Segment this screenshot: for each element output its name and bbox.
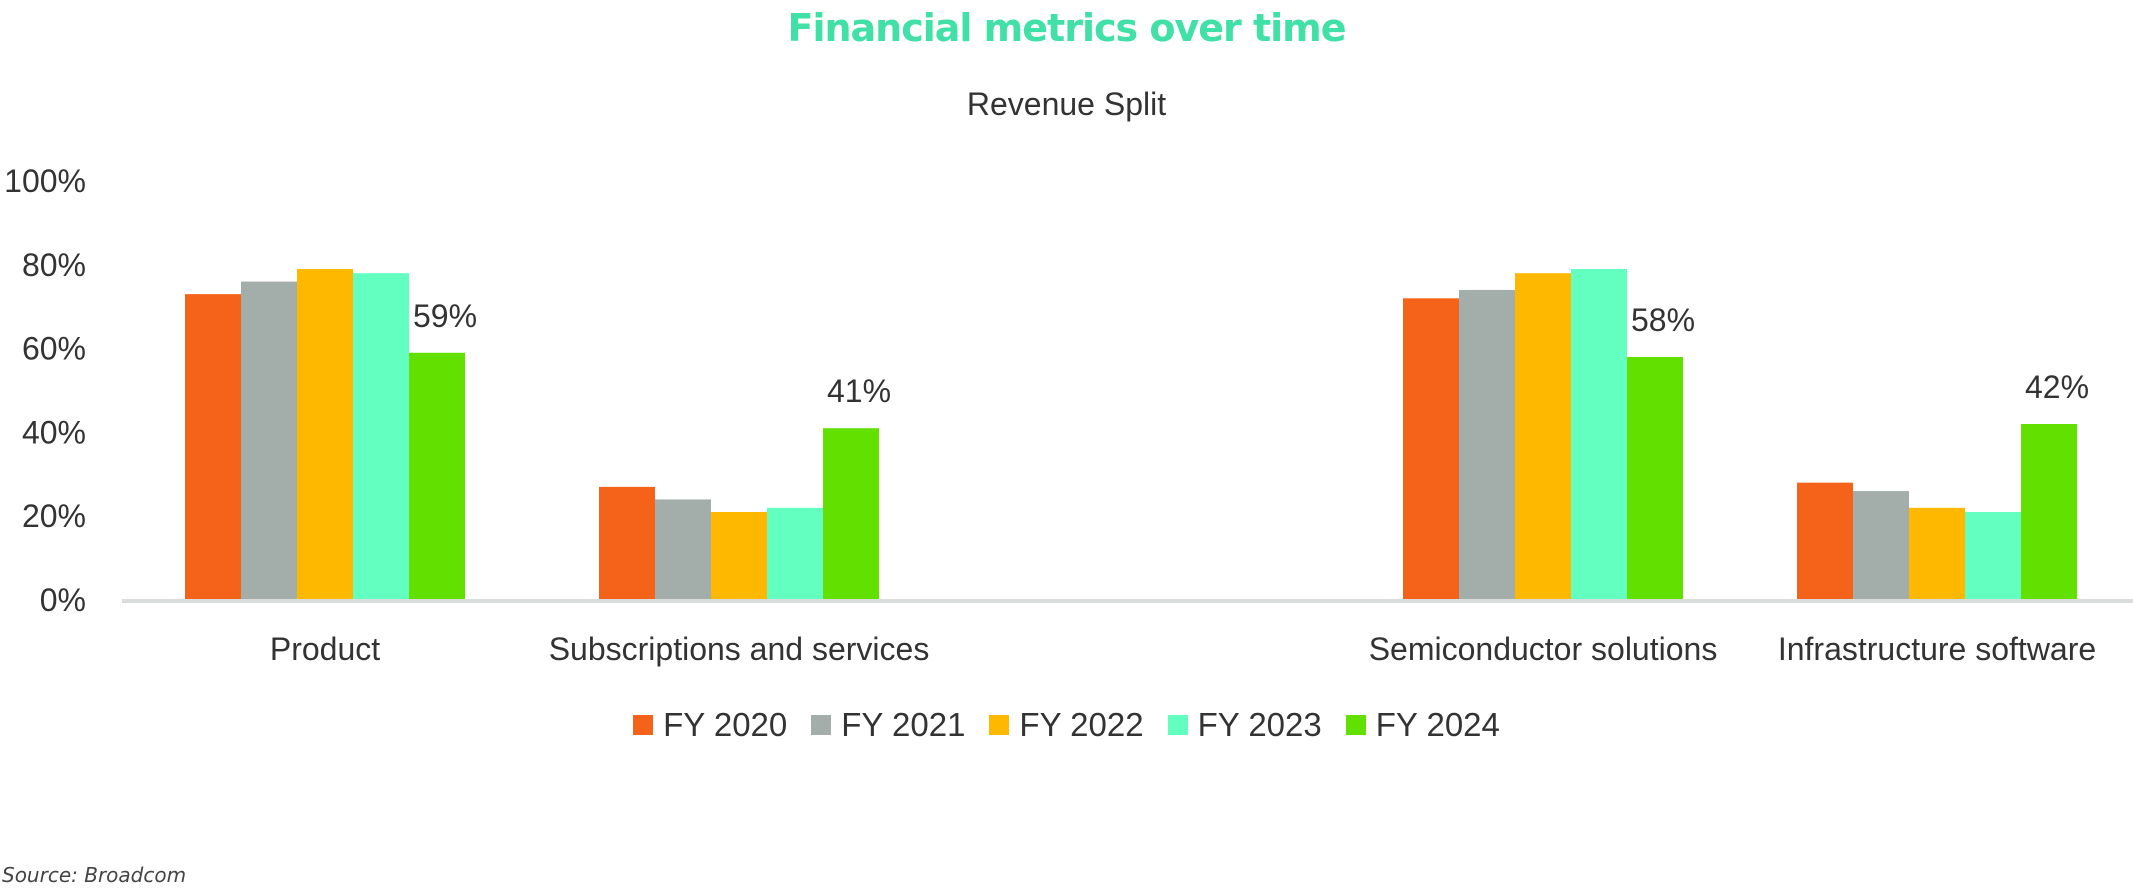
bar-fy-2024 (409, 352, 465, 600)
bar-fy-2023 (767, 507, 823, 600)
bar-fy-2020 (599, 486, 655, 600)
legend: FY 2020 FY 2021 FY 2022 FY 2023 FY 2024 (0, 706, 2133, 744)
legend-item: FY 2021 (811, 706, 965, 744)
source-note: Source: Broadcom (2, 863, 187, 887)
bar-fy-2020 (1797, 482, 1853, 600)
bar-fy-2021 (1853, 491, 1909, 600)
legend-label: FY 2020 (663, 706, 788, 743)
legend-swatch (1167, 715, 1188, 735)
legend-item: FY 2024 (1345, 706, 1500, 744)
bar-fy-2024 (2021, 424, 2077, 600)
x-category-label: Semiconductor solutions (1369, 631, 1718, 667)
bar-fy-2020 (185, 294, 241, 600)
x-category-label: Subscriptions and services (549, 631, 930, 667)
bar-fy-2022 (711, 512, 767, 600)
data-label: 41% (827, 373, 891, 409)
legend-item: FY 2023 (1167, 706, 1322, 744)
bar-fy-2021 (1459, 289, 1515, 600)
legend-item: FY 2022 (989, 706, 1144, 744)
bar-chart: 0% 20% 40% 60% 80% 100% Product Subscriptions a… (4, 163, 2133, 667)
data-label: 59% (413, 298, 477, 334)
y-tick-label: 20% (22, 498, 86, 534)
y-tick-label: 100% (4, 163, 86, 199)
bar-fy-2021 (655, 499, 711, 600)
x-category-label: Product (270, 631, 380, 667)
bar-fy-2022 (297, 268, 353, 600)
x-category-label: Infrastructure software (1778, 631, 2096, 667)
bar-fy-2023 (1965, 512, 2021, 600)
legend-label: FY 2021 (841, 706, 966, 743)
data-label: 42% (2025, 369, 2089, 405)
chart-subtitle: Revenue Split (966, 86, 1167, 122)
y-tick-label: 0% (40, 582, 86, 618)
legend-label: FY 2023 (1197, 706, 1322, 743)
bar-fy-2024 (823, 428, 879, 600)
bar-fy-2024 (1627, 356, 1683, 600)
chart-title: Financial metrics over time (787, 6, 1346, 50)
legend-swatch (1345, 715, 1366, 735)
legend-label: FY 2022 (1019, 706, 1144, 743)
bar-fy-2021 (241, 281, 297, 600)
legend-label: FY 2024 (1375, 706, 1500, 743)
bar-fy-2022 (1515, 273, 1571, 600)
legend-swatch (989, 715, 1010, 735)
y-tick-label: 60% (22, 331, 86, 367)
bar-fy-2022 (1909, 507, 1965, 600)
bar-fy-2023 (353, 273, 409, 600)
bar-fy-2020 (1403, 298, 1459, 600)
y-tick-label: 40% (22, 414, 86, 450)
legend-item: FY 2020 (633, 706, 787, 744)
bar-fy-2023 (1571, 268, 1627, 600)
legend-swatch (633, 715, 654, 735)
legend-swatch (811, 715, 832, 735)
y-tick-label: 80% (22, 247, 86, 283)
data-label: 58% (1631, 302, 1695, 338)
